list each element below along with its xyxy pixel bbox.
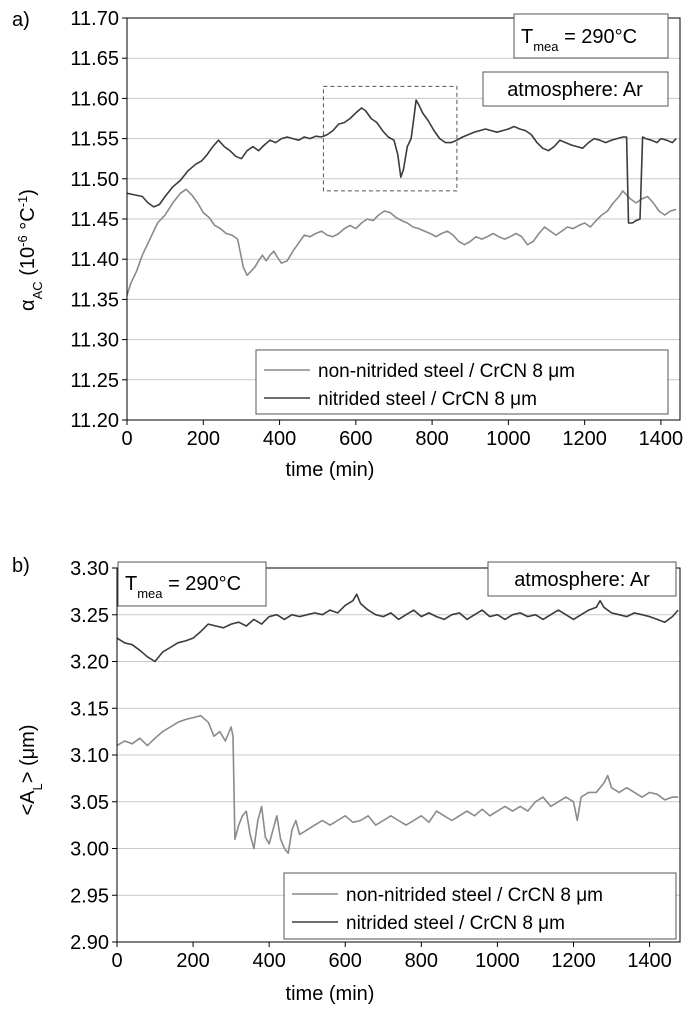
panel-label-a: a) <box>12 9 30 31</box>
b-x-tick-label: 1400 <box>627 950 672 972</box>
b-y-tick-label: 3.20 <box>70 652 109 674</box>
a-series-nitrided <box>126 99 677 224</box>
a-x-tick-label: 1200 <box>562 428 607 450</box>
b-y-tick-label: 3.30 <box>70 558 109 580</box>
a-atmosphere-annotation: atmosphere: Ar <box>482 71 669 107</box>
b-series-lines <box>116 593 679 854</box>
b-y-axis-label: <AL> (μm) <box>17 724 45 815</box>
b-y-tick-label: 2.95 <box>70 885 109 907</box>
a-legend-label-nitrided: nitrided steel / CrCN 8 μm <box>318 389 537 410</box>
b-x-tick-label: 0 <box>111 950 122 972</box>
a-y-tick-label: 11.70 <box>70 8 119 30</box>
b-x-tick-label: 600 <box>329 950 362 972</box>
a-x-tick-label: 0 <box>121 428 132 450</box>
b-temperature-annotation: Tmea = 290°C <box>117 561 267 607</box>
b-legend-label-nitrided: nitrided steel / CrCN 8 μm <box>346 913 565 934</box>
a-y-tick-label: 11.50 <box>70 169 119 191</box>
b-plot-frame <box>116 567 681 943</box>
b-x-tick-label: 200 <box>176 950 209 972</box>
b-y-tick-label: 3.05 <box>70 792 109 814</box>
a-y-tick-label: 11.45 <box>70 209 119 231</box>
b-series-nitrided <box>116 593 679 663</box>
b-y-tick-label: 2.90 <box>70 932 109 954</box>
a-x-tick-label: 400 <box>263 428 296 450</box>
a-legend: non-nitrided steel / CrCN 8 μm nitrided … <box>255 349 669 415</box>
a-series-lines <box>126 99 677 296</box>
b-legend-label-non-nitrided: non-nitrided steel / CrCN 8 μm <box>346 885 603 906</box>
a-y-tick-label: 11.40 <box>70 249 119 271</box>
panel-b: b) 2.902.953.003.053.103.153.203.253.30 … <box>12 555 681 1005</box>
a-y-ticks: 11.20 11.25 11.30 11.35 11.40 11.45 11.50 11.55… <box>70 8 127 432</box>
b-x-tick-label: 1200 <box>551 950 596 972</box>
a-y-tick-label: 11.25 <box>70 370 119 392</box>
a-plot-frame <box>126 17 681 421</box>
svg-text:atmosphere: Ar: atmosphere: Ar <box>514 569 650 591</box>
a-x-tick-label: 200 <box>187 428 220 450</box>
b-x-tick-label: 400 <box>252 950 285 972</box>
panel-label-b: b) <box>12 555 30 577</box>
a-legend-label-non-nitrided: non-nitrided steel / CrCN 8 μm <box>318 361 575 382</box>
b-y-tick-label: 3.15 <box>70 698 109 720</box>
a-x-tick-label: 600 <box>339 428 372 450</box>
b-x-tick-label: 800 <box>405 950 438 972</box>
a-y-tick-label: 11.35 <box>70 289 119 311</box>
a-y-tick-label: 11.65 <box>70 48 119 70</box>
a-y-tick-label: 11.55 <box>70 129 119 151</box>
b-legend: non-nitrided steel / CrCN 8 μm nitrided … <box>283 872 677 940</box>
a-x-axis-label: time (min) <box>286 459 375 481</box>
a-highlight-box <box>322 85 458 192</box>
b-x-tick-label: 1000 <box>475 950 520 972</box>
svg-text:atmosphere: Ar: atmosphere: Ar <box>507 79 643 101</box>
a-x-tick-label: 1400 <box>639 428 684 450</box>
b-y-ticks: 2.90 2.95 3.00 3.05 3.10 3.15 3.20 3.25 3.30 <box>70 558 117 954</box>
a-y-tick-label: 11.30 <box>70 330 119 352</box>
svg-text:Tmea = 290°C: Tmea = 290°C <box>521 26 637 54</box>
b-x-axis-label: time (min) <box>286 983 375 1005</box>
a-x-ticks: 0 200 400 600 800 1000 1200 1400 <box>121 420 683 450</box>
a-x-tick-label: 800 <box>415 428 448 450</box>
panel-a: a) 11.2011.2511.3011.3511.4011.4511.5011… <box>12 8 683 481</box>
a-y-tick-label: 11.60 <box>70 88 119 110</box>
svg-text:Tmea = 290°C: Tmea = 290°C <box>125 573 241 601</box>
b-atmosphere-annotation: atmosphere: Ar <box>487 561 677 597</box>
a-series-non-nitrided <box>126 188 677 296</box>
b-y-tick-label: 3.10 <box>70 745 109 767</box>
b-y-tick-label: 3.00 <box>70 839 109 861</box>
b-x-ticks: 0 200 400 600 800 1000 1200 1400 <box>111 942 672 972</box>
a-x-tick-label: 1000 <box>486 428 531 450</box>
a-y-tick-label: 11.20 <box>70 410 119 432</box>
a-temperature-annotation: Tmea = 290°C <box>513 13 669 59</box>
b-y-tick-label: 3.25 <box>70 605 109 627</box>
a-y-axis-label: αAC (10-6 °C-1) <box>15 189 45 311</box>
b-series-non-nitrided <box>116 714 679 854</box>
